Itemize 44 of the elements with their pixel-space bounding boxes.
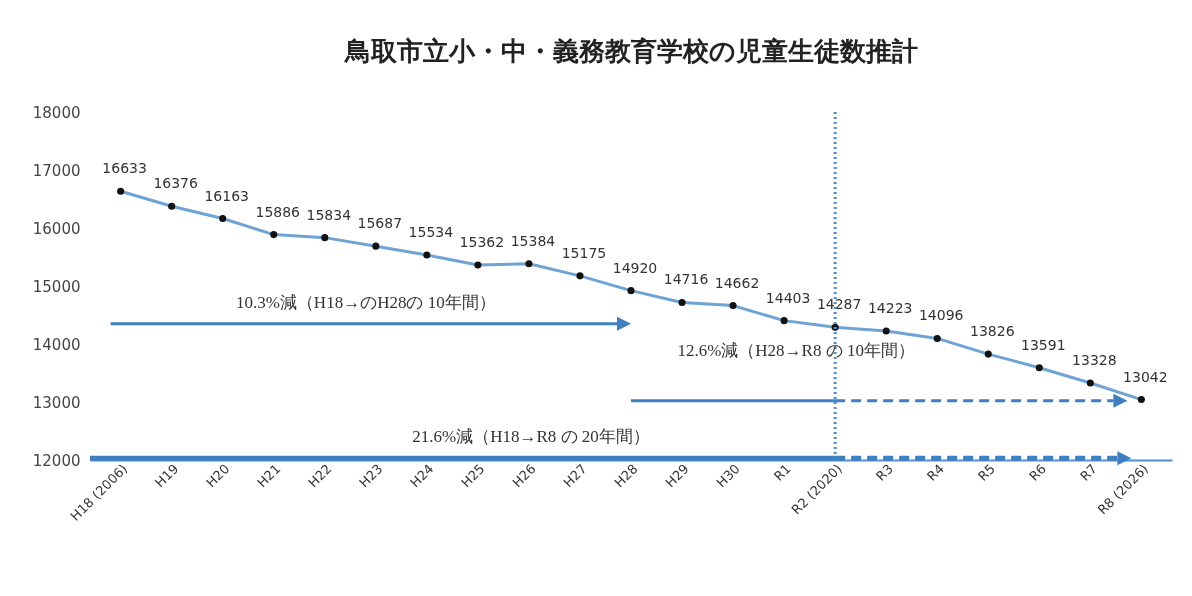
- y-tick-label: 17000: [32, 161, 81, 180]
- y-tick-label: 12000: [32, 451, 81, 470]
- data-label: 16376: [153, 175, 199, 192]
- x-tick-label: H22: [305, 461, 335, 491]
- x-tick-label: H30: [713, 461, 743, 491]
- y-tick-label: 16000: [32, 219, 81, 238]
- data-label: 16633: [102, 160, 147, 177]
- data-label: 15834: [306, 206, 352, 223]
- data-label: 14662: [714, 274, 760, 291]
- x-tick-label: H21: [254, 461, 284, 491]
- data-label: 13042: [1123, 368, 1168, 385]
- data-label: 13826: [969, 323, 1015, 340]
- x-tick-label: R6: [1026, 461, 1049, 484]
- data-label: 15384: [510, 232, 556, 249]
- data-label: 15175: [561, 244, 607, 261]
- x-tick-label: R5: [975, 461, 998, 484]
- x-tick-label: R3: [873, 461, 896, 484]
- annotation: 10.3%減（H18→のH28の 10年間）: [235, 292, 496, 312]
- annotation: 21.6%減（H18→R8 の 20年間）: [412, 427, 650, 447]
- y-tick-label: 18000: [32, 103, 81, 122]
- data-label: 15362: [459, 234, 505, 250]
- data-label: 14287: [816, 296, 862, 313]
- data-label: 14920: [612, 259, 658, 276]
- data-label: 16163: [204, 187, 249, 204]
- data-label: 14403: [765, 289, 811, 306]
- y-tick-label: 14000: [32, 335, 81, 354]
- x-tick-label: R7: [1077, 461, 1101, 484]
- x-tick-label: H29: [662, 461, 692, 491]
- annotation: 12.6%減（H28→R8 の 10年間）: [677, 340, 915, 360]
- data-label: 15534: [408, 224, 454, 241]
- data-label: 15886: [255, 203, 301, 220]
- data-label: 13328: [1072, 351, 1117, 368]
- data-label: 13591: [1021, 336, 1066, 353]
- x-tick-label: H19: [152, 461, 182, 491]
- data-label: 14716: [663, 271, 709, 288]
- data-label: 14223: [867, 300, 913, 317]
- x-tick-label: R1: [770, 461, 794, 484]
- y-tick-label: 13000: [32, 393, 81, 412]
- data-label: 15687: [357, 215, 403, 232]
- data-label: 14096: [918, 307, 964, 324]
- x-tick-label: R4: [924, 461, 947, 484]
- y-tick-label: 15000: [32, 277, 81, 296]
- x-tick-label: H20: [203, 461, 233, 491]
- chart-title: 鳥取市立小・中・義務教育学校の児童生徒数推計: [343, 36, 918, 66]
